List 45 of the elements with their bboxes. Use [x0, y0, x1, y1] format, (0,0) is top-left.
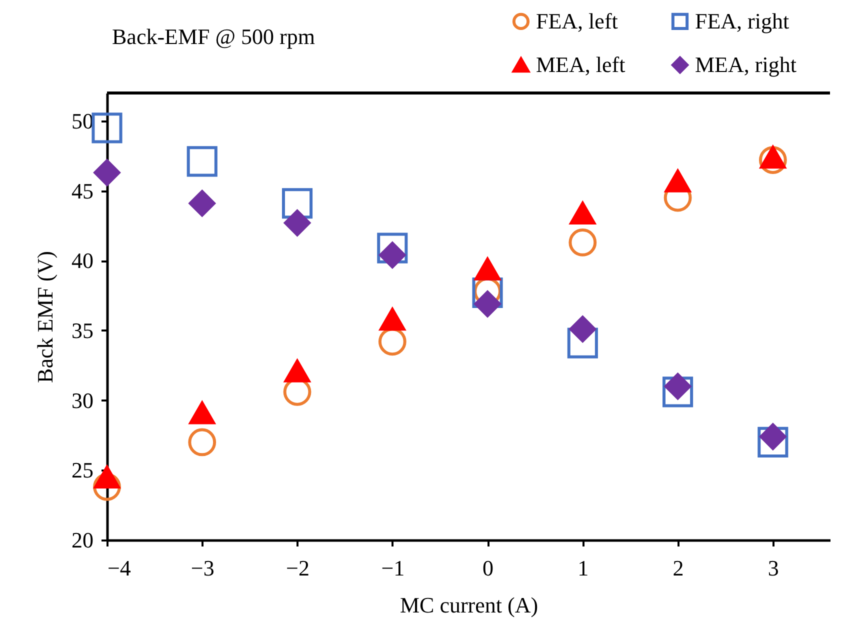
point [379, 308, 406, 331]
y-tick-label: 35 [72, 318, 94, 343]
point [284, 210, 311, 236]
x-tick-label: 1 [578, 556, 589, 580]
x-tick-label: 2 [672, 556, 684, 580]
x-axis-title: MC current (A) [400, 592, 538, 618]
x-tick-label: −2 [286, 556, 310, 580]
point [662, 376, 694, 408]
legend-label: MEA, right [695, 52, 796, 77]
point [568, 228, 597, 256]
point [758, 426, 788, 458]
point [282, 188, 313, 219]
legend-label: MEA, left [536, 52, 626, 77]
y-tick-label: 20 [72, 528, 94, 552]
y-tick-label: 25 [72, 458, 94, 483]
x-tick-label: 3 [768, 556, 779, 580]
y-tick-label: 50 [72, 108, 94, 134]
point [188, 428, 216, 456]
point [188, 190, 216, 217]
point [94, 159, 120, 186]
y-axis-title: Back EMF (V) [32, 251, 58, 383]
point [664, 170, 691, 192]
x-tick-label: 0 [482, 556, 494, 580]
point [186, 146, 218, 177]
legend-label: FEA, right [695, 8, 790, 34]
y-tick-label: 45 [72, 178, 94, 204]
point [189, 402, 216, 424]
point [92, 112, 122, 144]
point [474, 258, 500, 280]
point [94, 466, 120, 489]
x-tick-label: −3 [190, 556, 214, 580]
chart-title: Back-EMF @ 500 rpm [112, 24, 315, 49]
point [570, 202, 596, 225]
point [93, 472, 121, 501]
point [760, 146, 786, 169]
point [567, 328, 598, 358]
y-tick-label: 40 [72, 248, 94, 274]
point [758, 146, 787, 174]
point [569, 316, 596, 342]
x-tick-label: −1 [381, 556, 405, 580]
point [284, 360, 310, 382]
legend-label: FEA, left [536, 8, 618, 34]
point [377, 232, 408, 264]
x-tick-label: −4 [108, 556, 131, 580]
y-tick-label: 30 [72, 388, 94, 413]
